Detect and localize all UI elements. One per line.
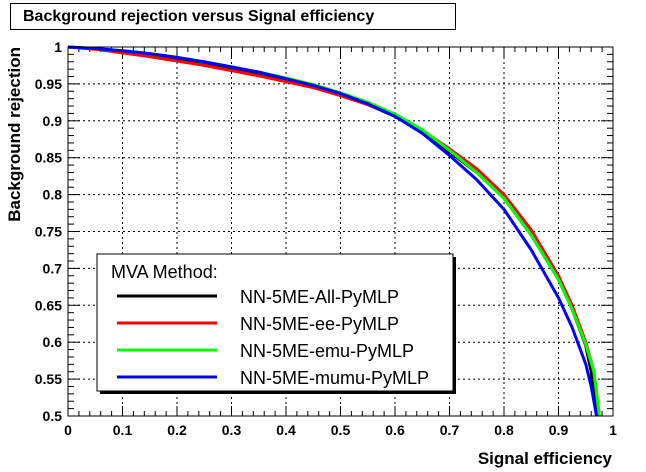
y-tick-label: 0.65: [35, 297, 62, 313]
legend-entry-label: NN-5ME-emu-PyMLP: [240, 341, 414, 361]
x-tick-label: 0.6: [385, 422, 405, 438]
plot-frame: [67, 46, 614, 417]
x-tick-label: 0.2: [167, 422, 187, 438]
y-tick-label: 0.5: [43, 408, 63, 424]
y-tick-label: 1: [54, 39, 62, 55]
x-tick-label: 0.8: [494, 422, 514, 438]
y-tick-label: 0.6: [43, 334, 63, 350]
x-tick-label: 0: [64, 422, 72, 438]
x-tick-label: 0.4: [276, 422, 296, 438]
x-tick-label: 0.1: [113, 422, 133, 438]
y-tick-label: 0.8: [43, 187, 63, 203]
x-tick-label: 0.3: [222, 422, 242, 438]
y-tick-label: 0.55: [35, 371, 62, 387]
x-tick-label: 1: [609, 422, 617, 438]
x-tick-label: 0.5: [331, 422, 351, 438]
y-axis-label: Background rejection: [5, 47, 24, 222]
x-tick-label: 0.7: [440, 422, 460, 438]
legend-entry-label: NN-5ME-mumu-PyMLP: [240, 368, 429, 388]
chart-title: Background rejection versus Signal effic…: [10, 3, 456, 30]
legend-title: MVA Method:: [111, 262, 218, 282]
legend-entry-label: NN-5ME-ee-PyMLP: [240, 314, 399, 334]
series-line-4: [67, 45, 599, 417]
x-axis-label: Signal efficiency: [478, 449, 613, 468]
y-tick-label: 0.9: [43, 113, 63, 129]
legend-entry-label: NN-5ME-All-PyMLP: [240, 287, 399, 307]
y-tick-label: 0.7: [43, 260, 63, 276]
legend: MVA Method: NN-5ME-All-PyMLP NN-5ME-ee-PyM…: [96, 253, 456, 394]
x-tick-label: 0.9: [549, 422, 569, 438]
y-tick-label: 0.85: [35, 150, 62, 166]
y-tick-label: 0.75: [35, 224, 62, 240]
y-tick-label: 0.95: [35, 76, 62, 92]
